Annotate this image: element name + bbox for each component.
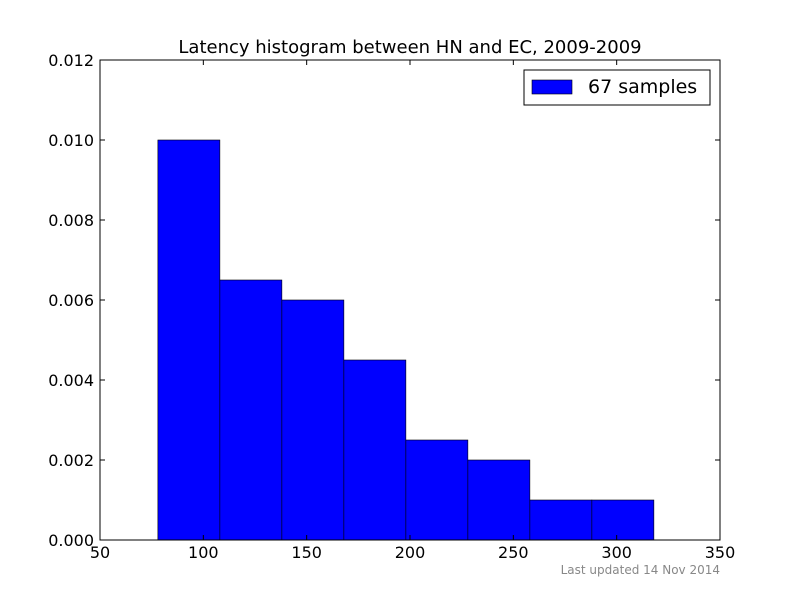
- x-tick-label: 100: [188, 543, 219, 562]
- y-tick-label: 0.012: [48, 51, 94, 70]
- y-tick-label: 0.006: [48, 291, 94, 310]
- y-tick-label: 0.010: [48, 131, 94, 150]
- x-tick-label: 50: [90, 543, 110, 562]
- y-tick-label: 0.008: [48, 211, 94, 230]
- x-tick-label: 250: [498, 543, 529, 562]
- histogram-bar-6: [467, 459, 531, 541]
- histogram-bar-3: [281, 299, 345, 541]
- y-tick-label: 0.000: [48, 531, 94, 550]
- x-tick-label: 300: [601, 543, 632, 562]
- legend-swatch: [531, 79, 573, 95]
- y-tick-label: 0.002: [48, 451, 94, 470]
- histogram-bar-7: [529, 499, 593, 541]
- histogram-bar-2: [219, 279, 283, 541]
- y-tick-label: 0.004: [48, 371, 94, 390]
- legend-entry-label: 67 samples: [588, 76, 697, 98]
- x-tick-label: 200: [395, 543, 426, 562]
- legend: 67 samples: [523, 69, 711, 106]
- histogram-bar-1: [157, 139, 221, 541]
- histogram-bar-5: [405, 439, 469, 541]
- histogram-bar-8: [591, 499, 655, 541]
- x-tick-label: 150: [291, 543, 322, 562]
- histogram-bar-4: [343, 359, 407, 541]
- bars-group: [157, 139, 655, 541]
- x-tick-label: 350: [705, 543, 736, 562]
- ticks-group: 50 100 150 200 250 300 350 0.000 0.002 0.004 0.006…: [48, 51, 735, 562]
- footer-note: Last updated 14 Nov 2014: [561, 563, 720, 577]
- chart-title: Latency histogram between HN and EC, 200…: [178, 37, 641, 58]
